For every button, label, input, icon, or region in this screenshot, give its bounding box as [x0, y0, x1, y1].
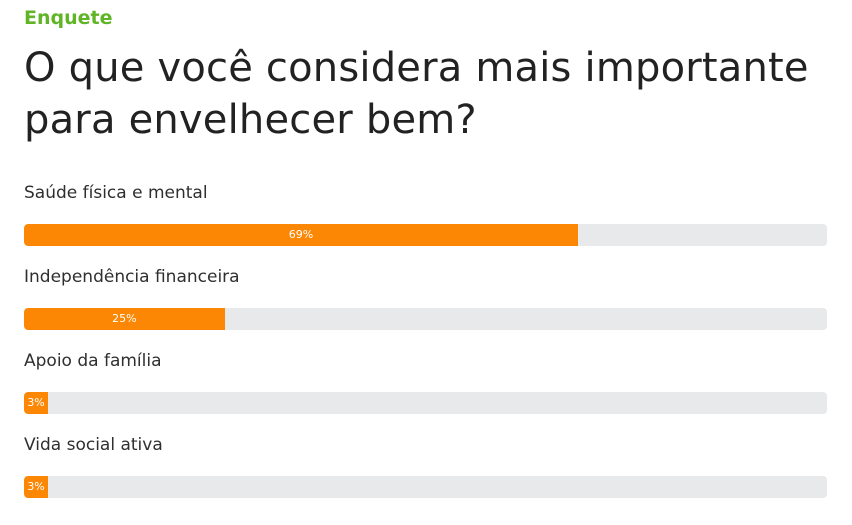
poll-result-bar-track: 3%	[24, 476, 827, 498]
poll-result-bar-fill: 69%	[24, 224, 579, 246]
poll-result-percent: 3%	[27, 480, 45, 493]
poll-option-label: Saúde física e mental	[24, 183, 208, 203]
poll-result-bar-fill: 3%	[24, 476, 49, 498]
poll-result-percent: 69%	[288, 228, 314, 241]
poll-option-label: Apoio da família	[24, 351, 162, 371]
poll-result-bar-fill: 25%	[24, 308, 225, 330]
poll-result-bar-fill: 3%	[24, 392, 49, 414]
poll-question: O que você considera mais importante par…	[24, 45, 809, 143]
poll-result-percent: 25%	[112, 312, 137, 325]
poll-option-vida-social[interactable]: Vida social ativa 3%	[24, 430, 828, 514]
poll-result-percent: 3%	[27, 396, 45, 409]
poll-result-bar-track: 25%	[24, 308, 827, 330]
poll-result-bar-track: 3%	[24, 392, 827, 414]
poll-option-label: Independência financeira	[24, 267, 240, 287]
poll-widget: Enquete O que você considera mais import…	[24, 0, 828, 498]
poll-options: Saúde física e mental 69% Independência …	[24, 178, 828, 514]
poll-result-bar-track: 69%	[24, 224, 827, 246]
poll-option-apoio-familia[interactable]: Apoio da família 3%	[24, 346, 828, 430]
poll-option-saude[interactable]: Saúde física e mental 69%	[24, 178, 828, 262]
poll-option-label: Vida social ativa	[24, 435, 163, 455]
poll-kicker: Enquete	[24, 7, 113, 29]
poll-option-independencia[interactable]: Independência financeira 25%	[24, 262, 828, 346]
